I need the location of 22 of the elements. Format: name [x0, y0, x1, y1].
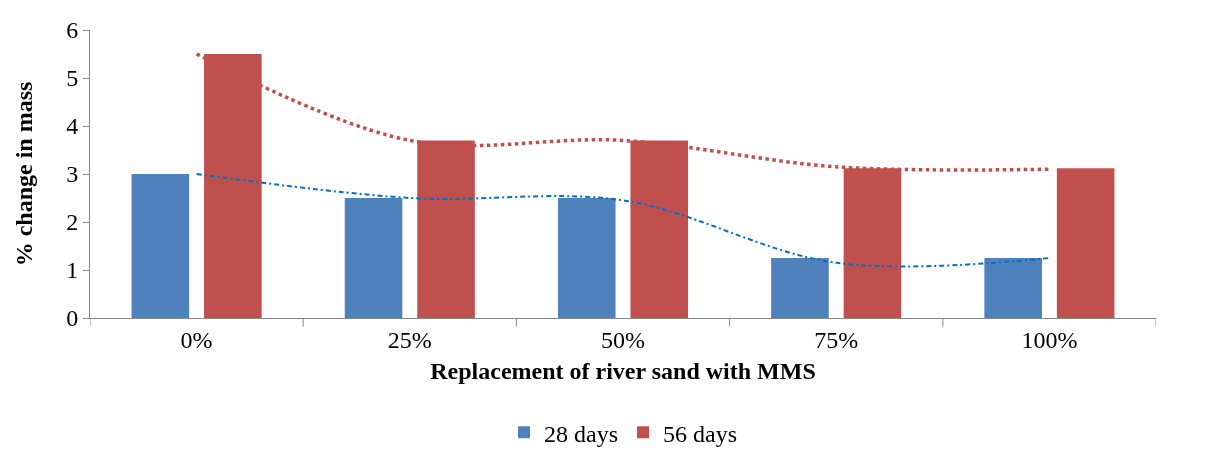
legend-label: 56 days	[663, 420, 737, 447]
x-tick-label: 0%	[180, 326, 213, 353]
x-tick-label: 75%	[814, 326, 859, 353]
y-tick-label: 3	[66, 161, 79, 188]
legend-label: 28 days	[544, 420, 618, 447]
y-tick-label: 4	[66, 113, 79, 140]
y-tick-label: 2	[66, 209, 79, 236]
x-tick-label: 50%	[601, 326, 645, 353]
x-axis-title: Replacement of river sand with MMS	[430, 358, 816, 385]
bar	[984, 258, 1042, 318]
y-axis-title: % change in mass	[11, 81, 37, 267]
bar	[771, 258, 829, 318]
bar	[131, 174, 190, 318]
y-tick-label: 6	[66, 17, 79, 44]
y-tick-label: 1	[66, 257, 79, 284]
y-tick-label: 5	[66, 65, 79, 92]
x-tick-label: 25%	[387, 326, 432, 353]
x-tick-label: 100%	[1021, 326, 1078, 353]
bar	[557, 198, 616, 318]
y-tick-label: 0	[66, 305, 79, 332]
bar	[1056, 168, 1115, 318]
bar	[344, 198, 403, 318]
